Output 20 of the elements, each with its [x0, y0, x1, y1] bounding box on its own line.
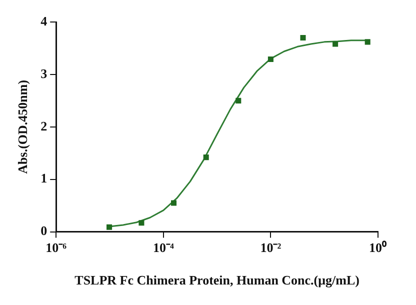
point: [171, 200, 177, 206]
y-tick-label: 3: [40, 66, 48, 81]
y-tick-label: 1: [40, 170, 48, 186]
y-axis-title: Abs.(OD.450nm): [15, 80, 30, 174]
point: [300, 34, 306, 40]
x-tick-label: 10⁰: [369, 240, 387, 255]
x-tick-label: 10⁻²: [260, 240, 282, 255]
y-tick-label: 2: [40, 118, 48, 134]
x-axis-title: TSLPR Fc Chimera Protein, Human Conc.(μg/mL): [74, 272, 360, 288]
y-tick-label: 4: [40, 13, 48, 28]
x-tick-label: 10⁻⁴: [152, 240, 174, 255]
point: [106, 224, 112, 230]
y-tick-label: 0: [40, 223, 48, 238]
point: [138, 220, 144, 226]
x-tick-label: 10⁻⁶: [46, 240, 67, 255]
point: [203, 154, 209, 160]
point: [332, 41, 338, 47]
point: [268, 56, 274, 62]
point: [236, 98, 242, 104]
point: [364, 39, 370, 45]
